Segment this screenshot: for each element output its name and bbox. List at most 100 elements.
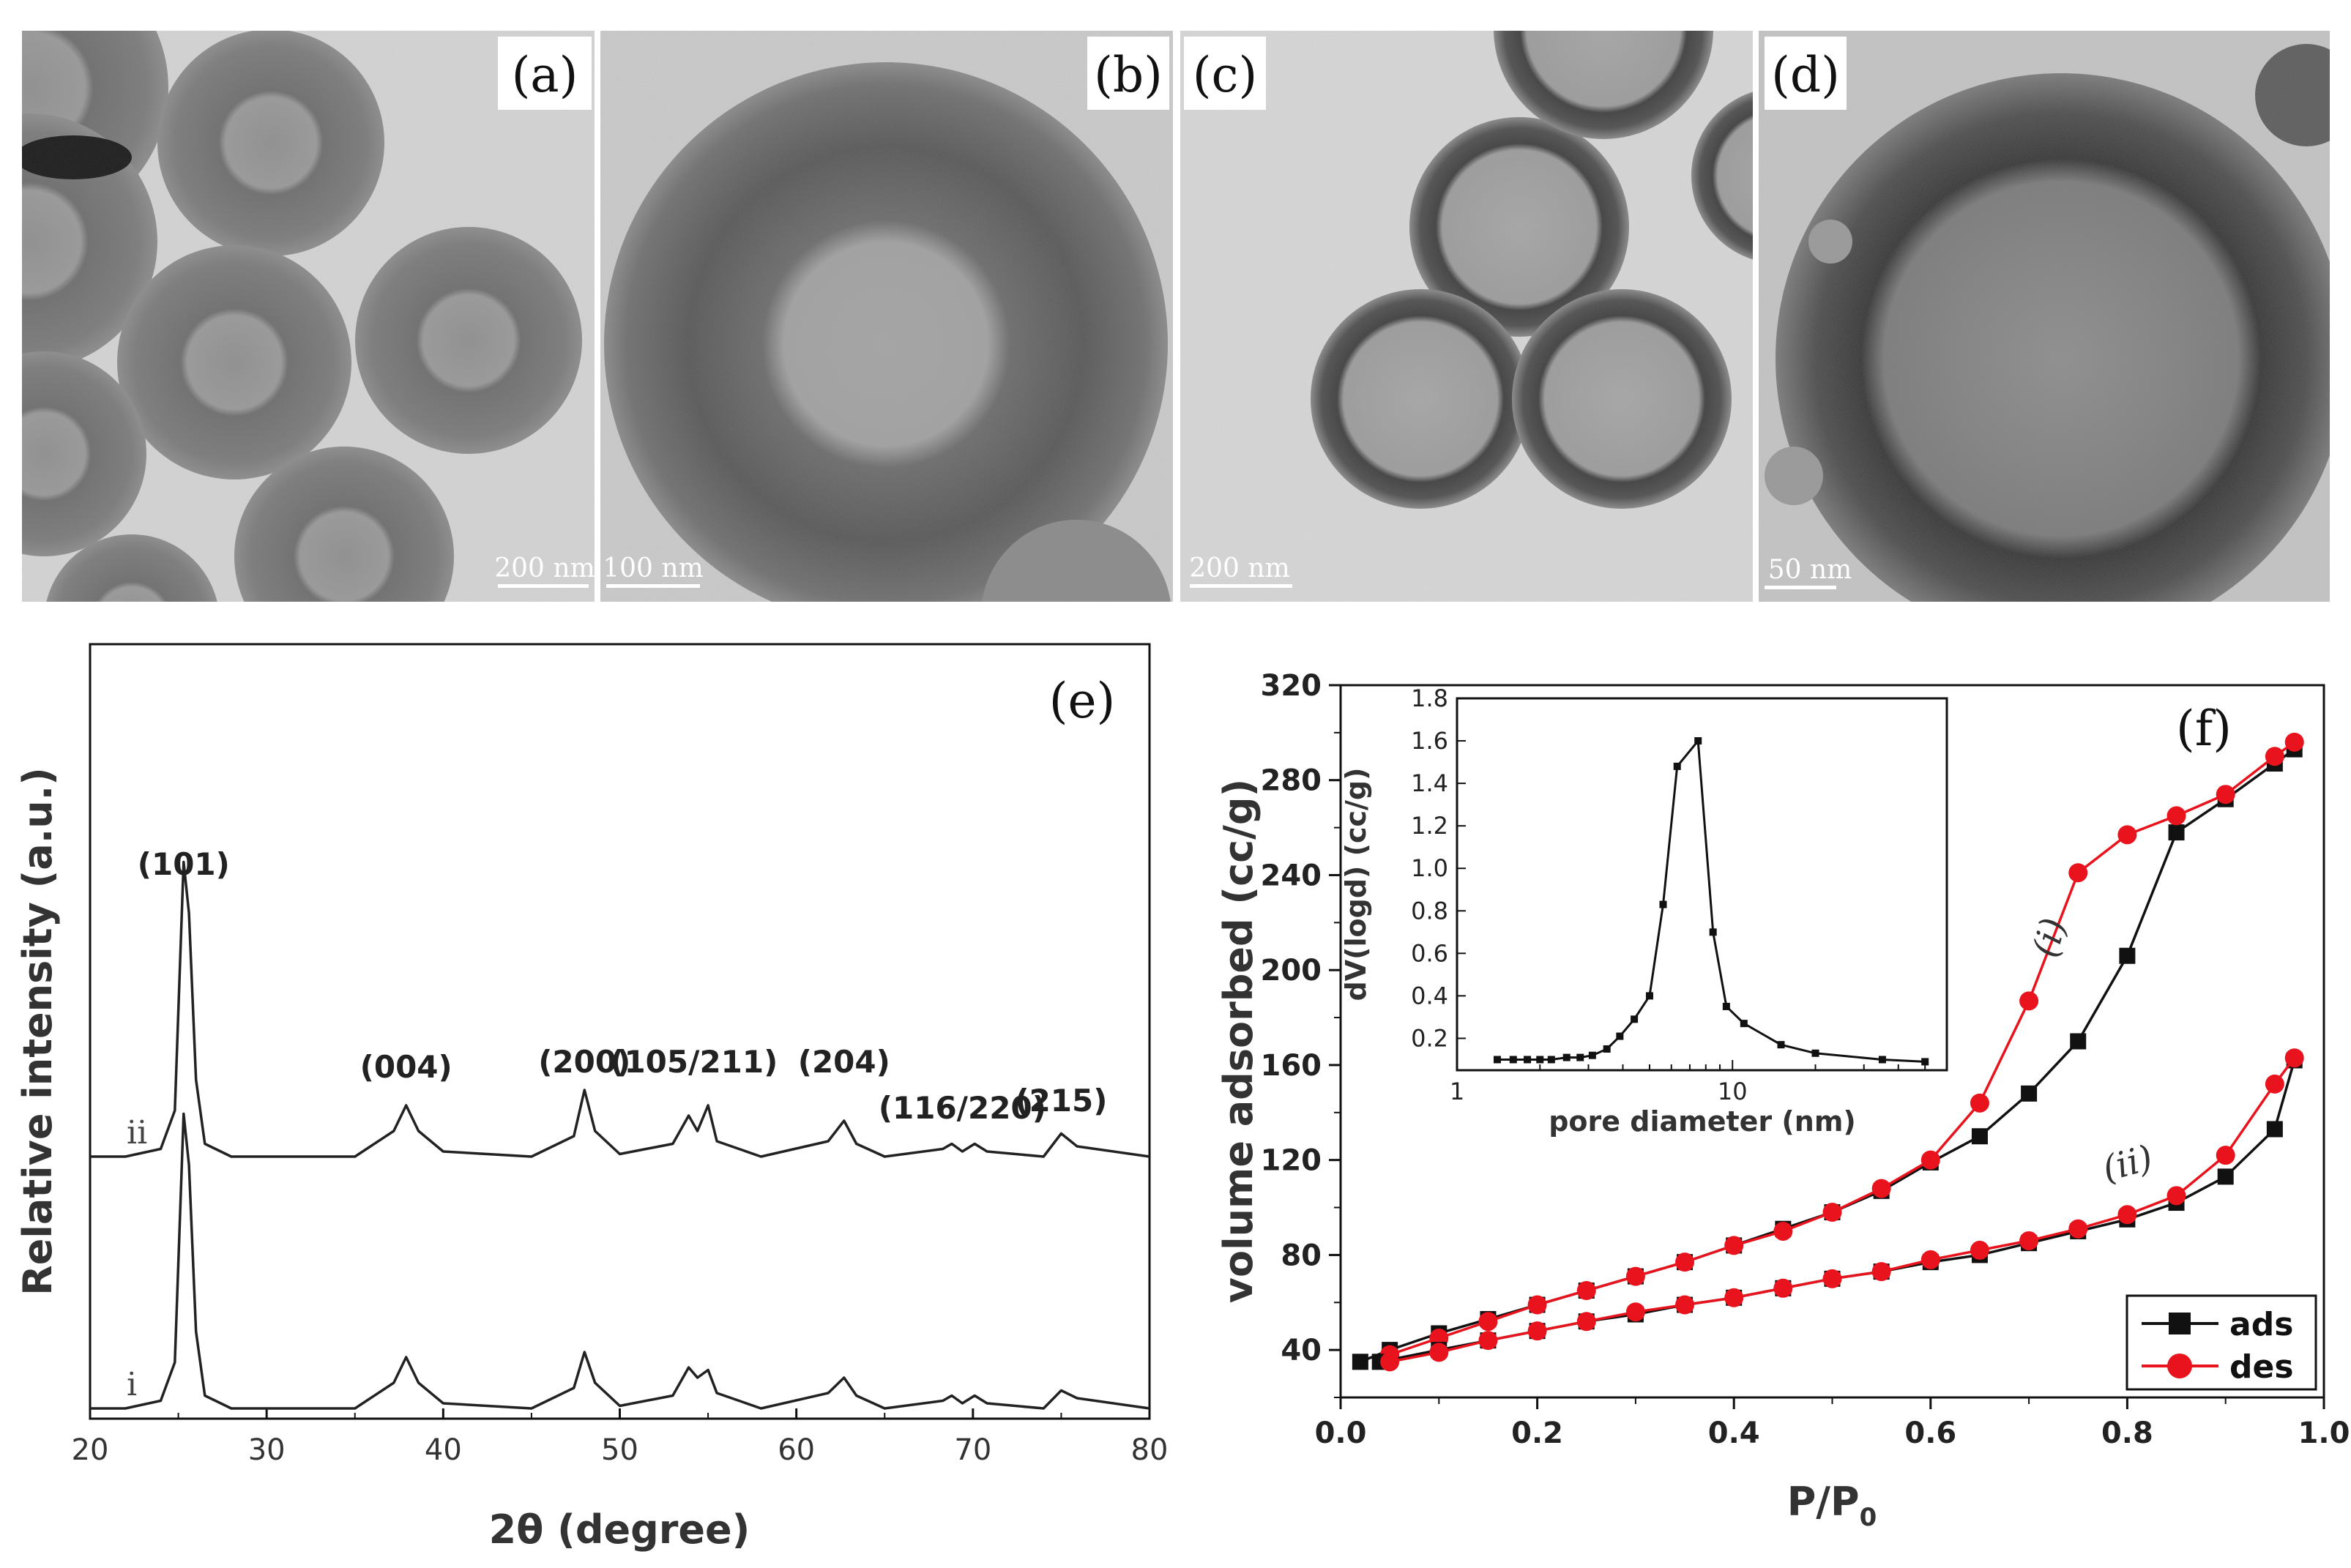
bet-point-des [1576, 1281, 1596, 1301]
bet-y-tick-label: 120 [1261, 1144, 1322, 1178]
bet-x-tick-label: 0.8 [2101, 1416, 2153, 1450]
bet-point-des [2068, 863, 2088, 883]
xrd-peak-labels: (101) (004) (200)(105/211) (204) (116/220)(2… [138, 846, 1108, 1126]
xrd-x-tick-label: 40 [425, 1433, 462, 1467]
scale-bar-b [606, 584, 700, 588]
inset-point [1645, 992, 1653, 1000]
inset-point [1631, 1015, 1639, 1023]
inset-point [1509, 1056, 1517, 1064]
bet-series [1352, 732, 2304, 1372]
pore-size-inset: 1 10 0.2 0.4 0.6 0.8 1.0 1.2 1.4 1.6 1.8 pore dia… [1340, 684, 1948, 1138]
bet-point-ads [2119, 947, 2136, 964]
bet-point-des [2117, 1205, 2137, 1225]
inset-point [1722, 1002, 1730, 1010]
inset-point [1878, 1056, 1886, 1064]
legend-label-ads: ads [2229, 1306, 2293, 1343]
inset-point [1547, 1056, 1555, 1064]
xrd-x-tick-label: 30 [248, 1433, 286, 1467]
bet-x-tick-label: 1.0 [2298, 1416, 2350, 1450]
scale-bar-d [1765, 586, 1836, 589]
xrd-x-tick-label: 70 [954, 1433, 991, 1467]
bet-y-tick-label: 200 [1261, 954, 1322, 988]
bet-point-ads [2021, 1085, 2038, 1102]
inset-y-tick-label: 0.4 [1411, 982, 1448, 1009]
bet-y-tick-label: 80 [1281, 1239, 1322, 1272]
bet-point-des [1527, 1295, 1547, 1315]
legend-marker-ads [2169, 1313, 2191, 1334]
xrd-x-tick-label: 50 [601, 1433, 638, 1467]
bet-y-axis: 40 80 120 160 200 240 280 320 [1261, 669, 1341, 1398]
bet-point-des [1625, 1266, 1645, 1286]
bet-y-tick-label: 320 [1261, 669, 1322, 703]
inset-y-tick-label: 0.6 [1411, 939, 1448, 967]
bet-chart: (f) 0.0 0.2 0.4 0.6 0.8 1.0 40 80 120 160 200 240 2… [1215, 669, 2350, 1532]
bet-point-des [2265, 1074, 2284, 1094]
inset-x-axis-label: pore diameter (nm) [1549, 1105, 1856, 1138]
xrd-x-axis-label: 2θ (degree) [489, 1507, 750, 1553]
inset-x-tick-label: 10 [1718, 1078, 1748, 1105]
xrd-chart: (e) 20 30 40 50 60 70 80 iii (101)(004) (200)(1… [15, 643, 1168, 1553]
bet-point-des [1478, 1312, 1498, 1332]
inset-y-tick-label: 1.2 [1411, 812, 1448, 840]
bet-point-des [1970, 1240, 1989, 1260]
inset-y-axis-label: dV(logd) (cc/g) [1340, 768, 1372, 1001]
bet-point-des [1527, 1321, 1547, 1341]
bet-x-tick-label: 0.0 [1315, 1416, 1367, 1450]
inset-point [1777, 1041, 1785, 1049]
bet-point-des [1970, 1093, 1989, 1113]
xrd-peak-label: (004) [360, 1049, 452, 1085]
bet-y-tick-label: 160 [1261, 1049, 1322, 1083]
bet-point-des [1625, 1302, 1645, 1322]
legend-marker-des [2167, 1354, 2192, 1378]
bet-point-des [1478, 1331, 1498, 1351]
inset-point [1536, 1056, 1544, 1064]
bet-point-ads [1971, 1128, 1988, 1145]
inset-y-axis: 0.2 0.4 0.6 0.8 1.0 1.2 1.4 1.6 1.8 [1411, 684, 1466, 1052]
panel-label-e: (e) [1049, 673, 1116, 729]
inset-frame [1456, 697, 1948, 1072]
panel-label-b: (b) [1094, 47, 1163, 103]
inset-point [1740, 1020, 1748, 1028]
bet-point-des [1871, 1179, 1891, 1198]
bet-x-tick-label: 0.4 [1708, 1416, 1760, 1450]
panel-label-d: (d) [1771, 47, 1840, 103]
bet-point-des [1724, 1288, 1744, 1307]
inset-point [1576, 1053, 1584, 1061]
xrd-x-tick-label: 20 [72, 1433, 109, 1467]
inset-y-tick-label: 1.6 [1411, 727, 1448, 755]
inset-point [1603, 1045, 1611, 1053]
bet-x-tick-label: 0.2 [1511, 1416, 1563, 1450]
tem-panel-b: (b) 100 nm [600, 31, 1173, 602]
bet-point-des [1871, 1262, 1891, 1282]
inset-point [1616, 1032, 1624, 1040]
bet-point-des [2019, 1231, 2039, 1250]
bet-point-ads [2070, 1033, 2087, 1050]
inset-point [1659, 900, 1667, 908]
inset-y-tick-label: 1.8 [1411, 684, 1448, 712]
bet-point-des [1822, 1269, 1842, 1288]
inset-y-tick-label: 0.8 [1411, 897, 1448, 925]
panel-label-a: (a) [512, 47, 578, 103]
xrd-peak-label: (200) [538, 1044, 630, 1080]
bet-point-des [1576, 1312, 1596, 1332]
inset-series-line [1497, 738, 1926, 1063]
bet-point-des [1675, 1252, 1695, 1272]
bet-point-des [2265, 747, 2284, 766]
xrd-series: iii [90, 860, 1150, 1410]
bet-point-des [1429, 1343, 1449, 1362]
xrd-series-label-ii: ii [127, 1114, 147, 1151]
bet-point-des [2117, 825, 2137, 845]
bet-x-tick-label: 0.6 [1904, 1416, 1956, 1450]
bet-point-des [2284, 1048, 2304, 1068]
scale-bar-label-c: 200 nm [1189, 553, 1289, 583]
bet-point-des [2284, 732, 2304, 752]
bet-y-axis-label: volume adsorbed (cc/g) [1215, 779, 1262, 1303]
xrd-peak-label: (204) [798, 1044, 890, 1080]
xrd-peak-label: (101) [138, 846, 230, 882]
tem-panel-d: (d) 50 nm [1759, 31, 2330, 602]
inset-point [1493, 1056, 1501, 1064]
bet-point-ads [1352, 1354, 1368, 1370]
inset-point [1588, 1051, 1596, 1059]
inset-point [1921, 1058, 1929, 1066]
